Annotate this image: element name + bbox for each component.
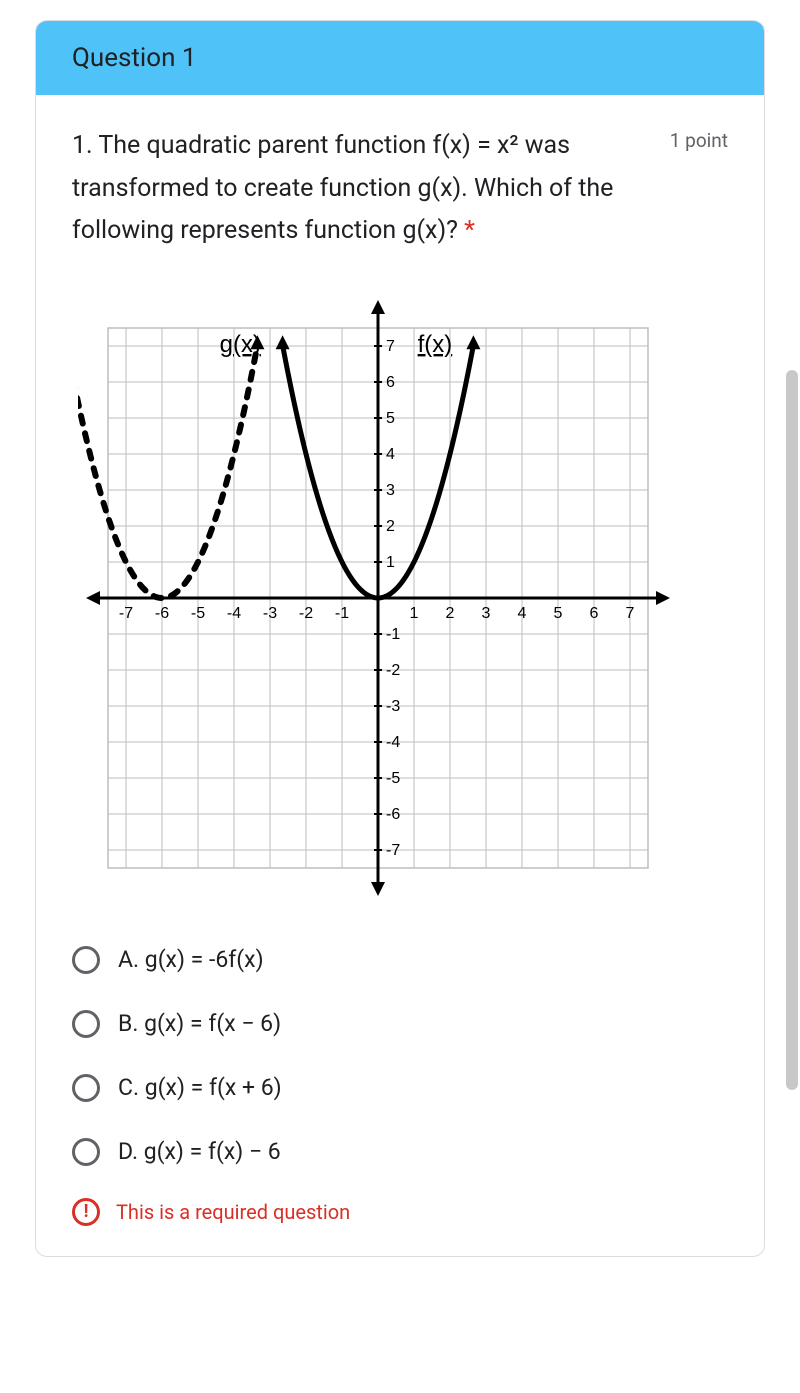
svg-text:-1: -1: [386, 626, 400, 643]
svg-text:3: 3: [482, 605, 491, 622]
svg-text:5: 5: [554, 605, 563, 622]
svg-text:-6: -6: [386, 806, 400, 823]
card-header: Question 1: [36, 21, 764, 95]
option-label: C. g(x) = f(x + 6): [118, 1074, 282, 1101]
svg-text:5: 5: [386, 410, 395, 427]
svg-text:f(x): f(x): [418, 331, 453, 358]
svg-text:1: 1: [386, 554, 395, 571]
svg-text:-2: -2: [386, 662, 400, 679]
svg-text:-5: -5: [191, 605, 205, 622]
question-card: Question 1 1. The quadratic parent funct…: [35, 20, 765, 1257]
card-body: 1. The quadratic parent function f(x) = …: [36, 95, 764, 1256]
svg-text:-1: -1: [335, 605, 349, 622]
svg-text:7: 7: [386, 338, 395, 355]
svg-text:7: 7: [626, 605, 635, 622]
svg-text:-5: -5: [386, 770, 400, 787]
option-label: B. g(x) = f(x − 6): [118, 1010, 281, 1037]
svg-text:-7: -7: [386, 842, 400, 859]
points-label: 1 point: [670, 125, 728, 152]
function-graph: -7 -6 -5 -4 -3 -2 -1 1 2 3 4 5 6 7 -7 -6 -5 -4 -3 -2 -1 1 2 3 4 5…: [78, 298, 678, 898]
svg-text:4: 4: [518, 605, 527, 622]
scrollbar-thumb[interactable]: [786, 370, 798, 1090]
svg-text:-4: -4: [386, 734, 400, 751]
option-label: D. g(x) = f(x) − 6: [118, 1138, 281, 1165]
option-c[interactable]: C. g(x) = f(x + 6): [72, 1056, 728, 1120]
svg-text:1: 1: [410, 605, 419, 622]
svg-text:6: 6: [590, 605, 599, 622]
answer-options: A. g(x) = -6f(x) B. g(x) = f(x − 6) C. g(x…: [72, 928, 728, 1184]
svg-text:2: 2: [386, 518, 395, 535]
question-row: 1. The quadratic parent function f(x) = …: [72, 125, 728, 253]
svg-text:-7: -7: [119, 605, 133, 622]
svg-text:-2: -2: [299, 605, 313, 622]
radio-icon[interactable]: [72, 1138, 100, 1166]
option-d[interactable]: D. g(x) = f(x) − 6: [72, 1120, 728, 1184]
question-text: 1. The quadratic parent function f(x) = …: [72, 125, 650, 253]
option-a[interactable]: A. g(x) = -6f(x): [72, 928, 728, 992]
graph-container: -7 -6 -5 -4 -3 -2 -1 1 2 3 4 5 6 7 -7 -6 -5 -4 -3 -2 -1 1 2 3 4 5…: [72, 298, 728, 898]
svg-text:-4: -4: [227, 605, 241, 622]
svg-text:-3: -3: [263, 605, 277, 622]
svg-text:2: 2: [446, 605, 455, 622]
option-label: A. g(x) = -6f(x): [118, 946, 264, 973]
required-marker: *: [464, 216, 475, 245]
radio-icon[interactable]: [72, 946, 100, 974]
option-b[interactable]: B. g(x) = f(x − 6): [72, 992, 728, 1056]
error-icon: !: [72, 1198, 100, 1226]
error-glyph: !: [84, 1201, 89, 1222]
svg-text:-6: -6: [155, 605, 169, 622]
svg-text:3: 3: [386, 482, 395, 499]
svg-text:6: 6: [386, 374, 395, 391]
radio-icon[interactable]: [72, 1010, 100, 1038]
svg-text:-3: -3: [386, 698, 400, 715]
question-number: Question 1: [72, 43, 197, 73]
radio-icon[interactable]: [72, 1074, 100, 1102]
svg-text:4: 4: [386, 446, 395, 463]
svg-text:g(x): g(x): [220, 331, 261, 358]
error-row: ! This is a required question: [72, 1198, 728, 1226]
question-prompt: 1. The quadratic parent function f(x) = …: [72, 131, 613, 245]
error-text: This is a required question: [116, 1200, 350, 1224]
